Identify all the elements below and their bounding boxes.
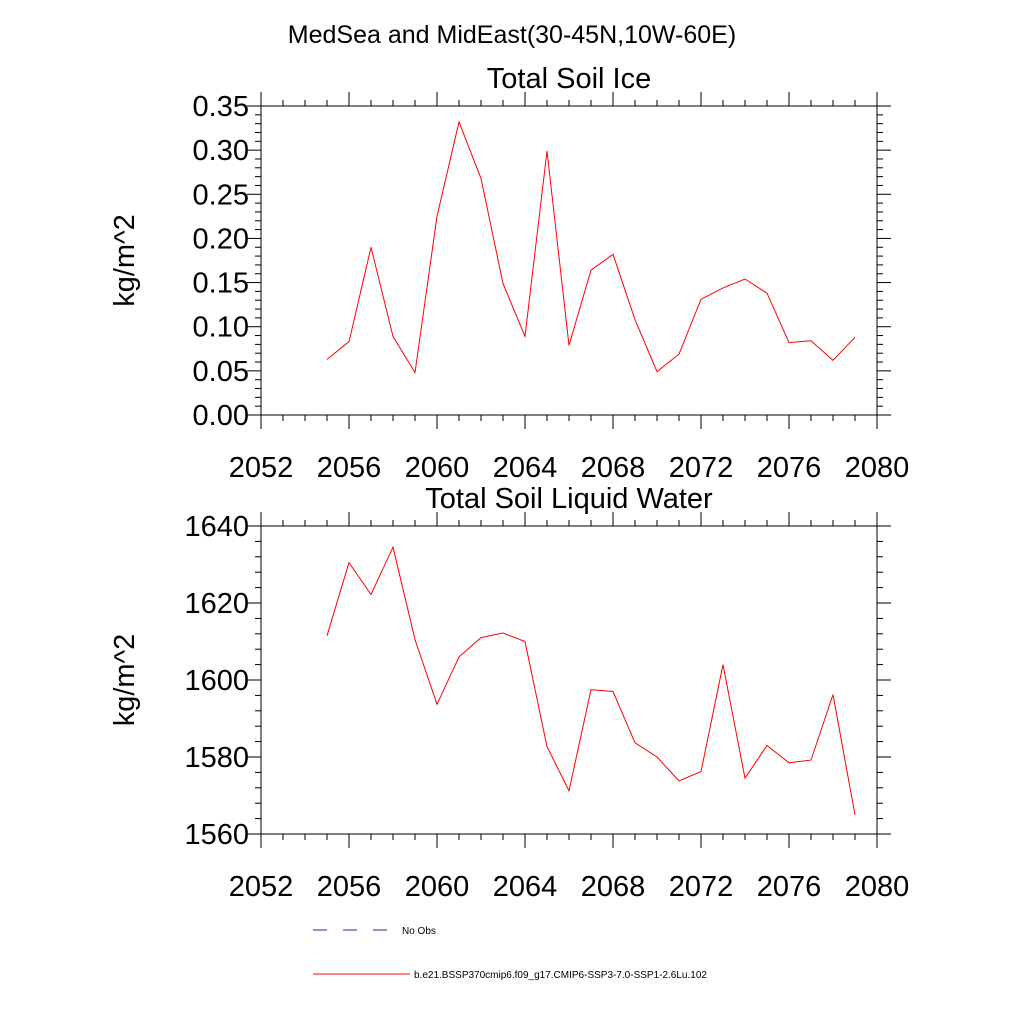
soil-ice-x-tick-label: 2056 — [317, 452, 382, 484]
soil-liquid-water-x-tick-label: 2068 — [581, 871, 646, 903]
legend-label-no-obs: No Obs — [402, 926, 436, 937]
soil-liquid-water-y-tick-label: 1560 — [184, 819, 249, 851]
soil-ice-x-tick-label: 2060 — [405, 452, 470, 484]
soil-ice-y-tick-label: 0.25 — [193, 179, 249, 211]
soil-ice-y-tick-label: 0.35 — [193, 91, 249, 123]
soil-ice-y-tick-label: 0.20 — [193, 223, 249, 255]
panel-total-soil-ice: Total Soil Ice kg/m^2 2052 2056 2060 2064 2068… — [109, 63, 909, 484]
soil-ice-x-tick-label: 2080 — [845, 452, 910, 484]
soil-ice-x-tick-label: 2072 — [669, 452, 734, 484]
soil-liquid-water-x-tick-label: 2052 — [229, 871, 294, 903]
soil-liquid-water-series-line — [326, 545, 856, 815]
soil-liquid-water-title: Total Soil Liquid Water — [425, 483, 713, 515]
soil-ice-y-tick-label: 0.00 — [193, 400, 249, 432]
legend-label-model: b.e21.BSSP370cmip6.f09_g17.CMIP6-SSP3-7.… — [414, 970, 707, 981]
soil-liquid-water-x-tick-label: 2076 — [757, 871, 822, 903]
soil-liquid-water-x-tick-label: 2056 — [317, 871, 382, 903]
soil-ice-x-tick-label: 2064 — [493, 452, 558, 484]
soil-liquid-water-x-tick-label: 2064 — [493, 871, 558, 903]
soil-liquid-water-y-tick-label: 1640 — [184, 511, 249, 543]
soil-liquid-water-x-tick-label: 2060 — [405, 871, 470, 903]
soil-ice-plot-frame — [260, 105, 878, 416]
soil-liquid-water-y-tick-label: 1620 — [184, 588, 249, 620]
soil-liquid-water-y-tick-label: 1600 — [184, 665, 249, 697]
soil-ice-y-tick-label: 0.15 — [193, 268, 249, 300]
soil-ice-y-tick-label: 0.05 — [193, 356, 249, 388]
soil-ice-y-axis-label: kg/m^2 — [109, 214, 141, 307]
legend: No Obs b.e21.BSSP370cmip6.f09_g17.CMIP6-… — [313, 926, 707, 981]
figure-suptitle: MedSea and MidEast(30-45N,10W-60E) — [288, 21, 736, 49]
soil-liquid-water-y-axis-label: kg/m^2 — [109, 634, 141, 727]
soil-ice-y-tick-label: 0.30 — [193, 135, 249, 167]
soil-liquid-water-y-tick-label: 1580 — [184, 742, 249, 774]
panel-total-soil-liquid-water: Total Soil Liquid Water kg/m^2 2052 2056 206… — [109, 483, 909, 903]
soil-liquid-water-x-tick-label: 2080 — [845, 871, 910, 903]
soil-ice-title: Total Soil Ice — [487, 63, 651, 95]
soil-ice-x-tick-label: 2052 — [229, 452, 294, 484]
soil-ice-y-tick-label: 0.10 — [193, 312, 249, 344]
soil-ice-x-tick-label: 2076 — [757, 452, 822, 484]
soil-liquid-water-x-tick-label: 2072 — [669, 871, 734, 903]
soil-liquid-water-plot-frame — [260, 525, 878, 835]
soil-ice-x-tick-label: 2068 — [581, 452, 646, 484]
soil-ice-series-line — [326, 120, 856, 375]
